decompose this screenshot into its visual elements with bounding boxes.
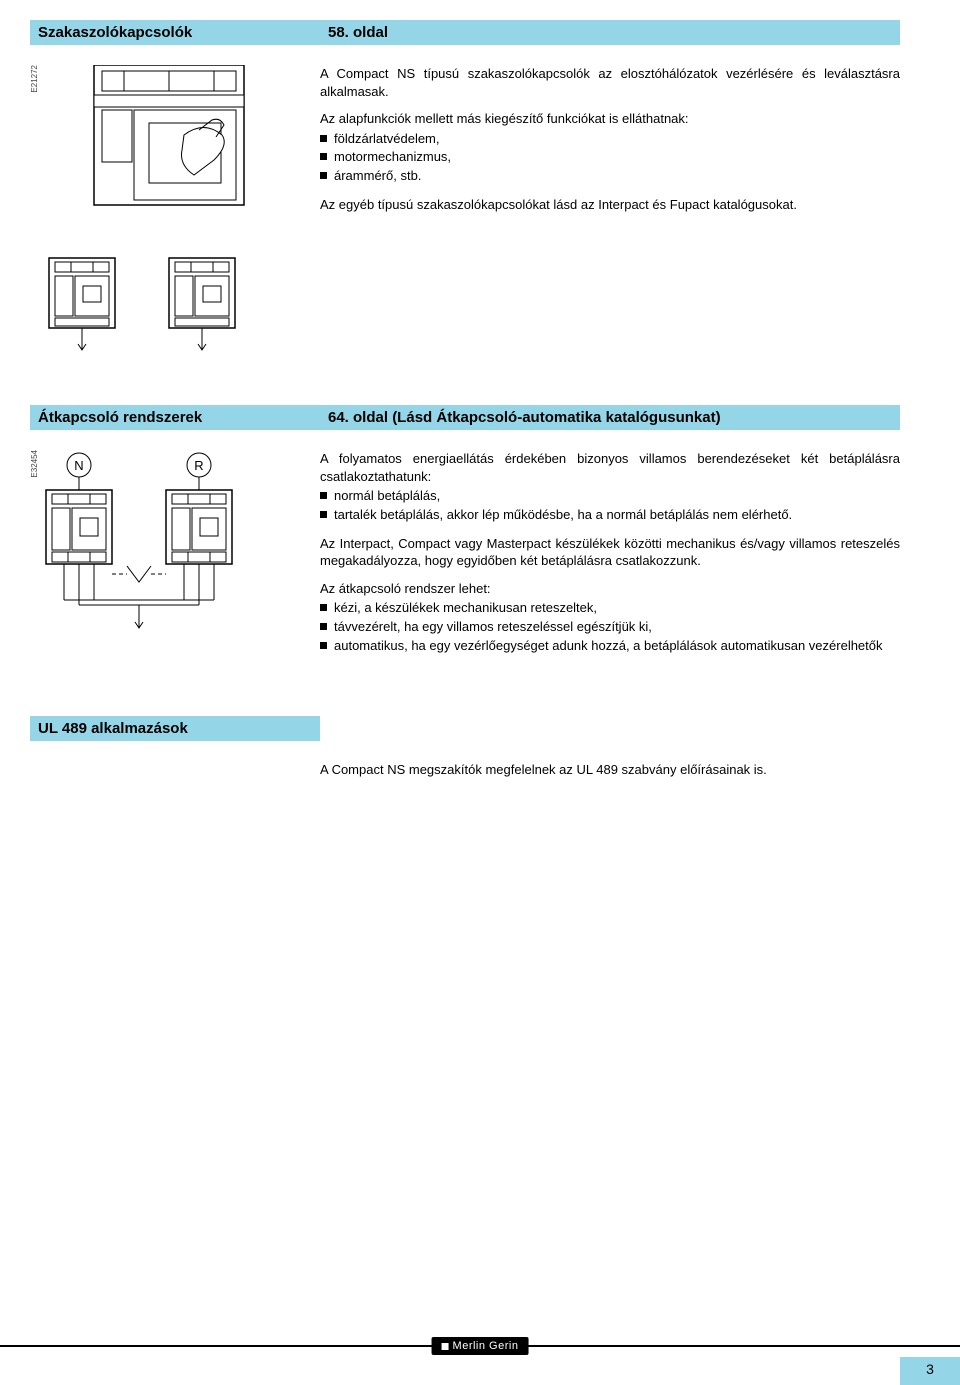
section-header-2: Átkapcsoló rendszerek 64. oldal (Lásd Át… xyxy=(30,405,900,430)
figure-col-2: E32454 N R xyxy=(30,442,320,666)
brand-text: Merlin Gerin xyxy=(453,1340,519,1352)
section3-para1: A Compact NS megszakítók megfelelnek az … xyxy=(320,761,900,779)
section-title-3-left: UL 489 alkalmazások xyxy=(30,716,320,741)
section1-para3: Az egyéb típusú szakaszolókapcsolókat lá… xyxy=(320,196,900,214)
figure-label-r: R xyxy=(194,458,203,473)
brand-square-icon xyxy=(442,1343,449,1350)
footer-brand: Merlin Gerin xyxy=(432,1337,529,1355)
figure-col-3 xyxy=(30,753,320,789)
list-item: tartalék betáplálás, akkor lép működésbe… xyxy=(320,506,900,525)
section-header-3: UL 489 alkalmazások xyxy=(30,716,900,741)
figure-col-1: E21272 xyxy=(30,57,320,355)
section2-para1: A folyamatos energiaellátás érdekében bi… xyxy=(320,450,900,485)
section-body-3: A Compact NS megszakítók megfelelnek az … xyxy=(30,753,900,789)
section-body-2: E32454 N R xyxy=(30,442,900,666)
figure-label-n: N xyxy=(74,458,83,473)
section-title-2-right: 64. oldal (Lásd Átkapcsoló-automatika ka… xyxy=(320,405,900,430)
transfer-switch-figure: N R xyxy=(39,450,289,640)
list-item: földzárlatvédelem, xyxy=(320,130,900,149)
section-title-1-right: 58. oldal xyxy=(320,20,900,45)
section1-para1: A Compact NS típusú szakaszolókapcsolók … xyxy=(320,65,900,100)
page-number: 3 xyxy=(900,1357,960,1385)
section-title-2-left: Átkapcsoló rendszerek xyxy=(30,405,320,430)
section2-para2: Az Interpact, Compact vagy Masterpact ké… xyxy=(320,535,900,570)
section1-bullets: földzárlatvédelem, motormechanizmus, ára… xyxy=(320,130,900,187)
list-item: motormechanizmus, xyxy=(320,148,900,167)
section2-bullets1: normál betáplálás, tartalék betáplálás, … xyxy=(320,487,900,525)
list-item: távvezérelt, ha egy villamos reteszeléss… xyxy=(320,618,900,637)
text-col-1: A Compact NS típusú szakaszolókapcsolók … xyxy=(320,57,900,355)
switch-disconnector-figure xyxy=(39,65,289,355)
section-header-1: Szakaszolókapcsolók 58. oldal xyxy=(30,20,900,45)
list-item: automatikus, ha egy vezérlőegységet adun… xyxy=(320,637,900,656)
page-footer: Merlin Gerin 3 xyxy=(0,1337,960,1385)
text-col-3: A Compact NS megszakítók megfelelnek az … xyxy=(320,753,900,789)
list-item: normál betáplálás, xyxy=(320,487,900,506)
section1-para2: Az alapfunkciók mellett más kiegészítő f… xyxy=(320,110,900,128)
section-title-1-left: Szakaszolókapcsolók xyxy=(30,20,320,45)
list-item: kézi, a készülékek mechanikusan reteszel… xyxy=(320,599,900,618)
text-col-2: A folyamatos energiaellátás érdekében bi… xyxy=(320,442,900,666)
list-item: árammérő, stb. xyxy=(320,167,900,186)
section-body-1: E21272 xyxy=(30,57,900,355)
figure-ref-1: E21272 xyxy=(30,65,39,93)
section2-bullets2: kézi, a készülékek mechanikusan reteszel… xyxy=(320,599,900,656)
section2-para3: Az átkapcsoló rendszer lehet: xyxy=(320,580,900,598)
figure-ref-2: E32454 xyxy=(30,450,39,478)
